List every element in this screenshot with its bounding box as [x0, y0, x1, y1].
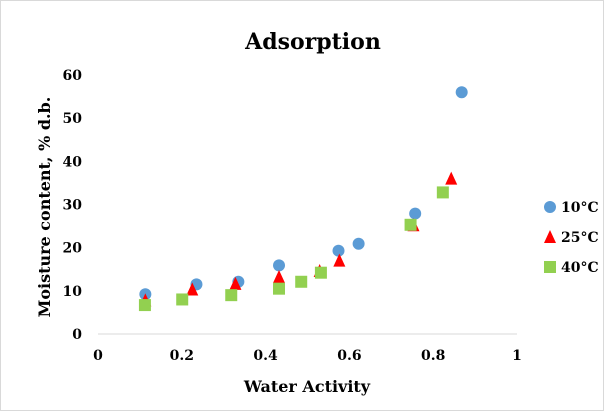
point-circle: [455, 86, 468, 99]
x-axis-title: Water Activity: [243, 377, 371, 396]
point-square: [273, 282, 286, 295]
point-square: [295, 275, 308, 288]
point-square: [314, 266, 327, 279]
point-circle: [332, 244, 345, 257]
point-square: [138, 299, 151, 312]
chart-title: Adsorption: [244, 29, 381, 55]
y-tick-label: 40: [63, 154, 83, 170]
legend-marker-triangle: [544, 230, 556, 243]
y-tick-label: 10: [63, 284, 83, 300]
x-tick-label: 0.6: [337, 348, 361, 364]
x-tick-label: 0.2: [170, 348, 194, 364]
point-square: [404, 218, 417, 231]
x-tick-label: 0.4: [253, 348, 278, 364]
legend-label: 10°C: [561, 200, 599, 216]
point-triangle: [186, 282, 199, 296]
y-axis-title: Moisture content, % d.b.: [35, 97, 54, 318]
point-triangle: [333, 253, 346, 267]
y-tick-label: 60: [63, 68, 83, 84]
x-tick-label: 0.8: [421, 348, 445, 364]
point-circle: [352, 237, 365, 250]
legend-marker-square: [544, 261, 556, 273]
point-square: [176, 293, 189, 306]
x-tick-labels: 0 0.2 0.4 0.6 0.8 1: [93, 348, 522, 364]
point-triangle: [229, 276, 242, 290]
point-circle: [273, 259, 286, 272]
y-tick-label: 20: [63, 241, 83, 257]
point-triangle: [445, 171, 458, 185]
legend: 10°C 25°C 40°C: [544, 200, 599, 276]
y-tick-label: 50: [63, 111, 83, 127]
point-square: [225, 289, 238, 302]
y-tick-labels: 0 10 20 30 40 50 60: [63, 68, 83, 343]
legend-label: 25°C: [561, 230, 599, 246]
point-circle: [409, 207, 422, 220]
point-square: [436, 186, 449, 199]
legend-label: 40°C: [561, 260, 599, 276]
x-tick-label: 1: [512, 348, 522, 364]
data-points: [138, 86, 468, 312]
legend-marker-circle: [544, 201, 556, 213]
y-tick-label: 30: [63, 198, 83, 214]
point-triangle: [273, 270, 286, 284]
y-tick-label: 0: [72, 327, 82, 343]
x-tick-label: 0: [93, 348, 103, 364]
